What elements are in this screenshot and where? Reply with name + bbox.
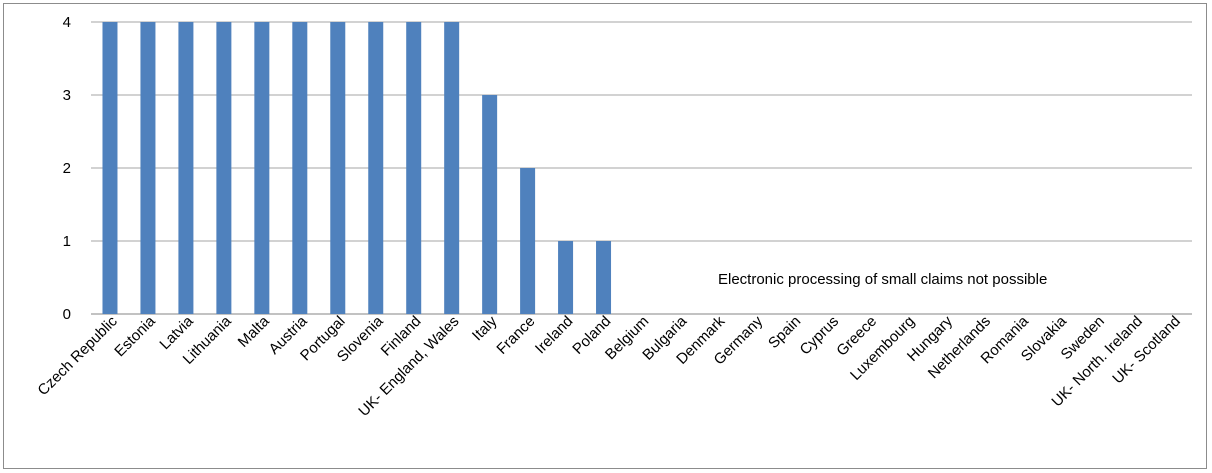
y-tick-label: 2 bbox=[63, 160, 71, 177]
bar bbox=[368, 22, 384, 314]
chart-frame bbox=[3, 3, 1207, 469]
bar bbox=[482, 95, 498, 314]
bar bbox=[140, 22, 156, 314]
x-tick-label: Czech Republic bbox=[34, 312, 121, 399]
bar bbox=[254, 22, 270, 314]
y-tick-label: 4 bbox=[63, 14, 71, 31]
bar bbox=[102, 22, 118, 314]
bar bbox=[444, 22, 460, 314]
y-tick-label: 0 bbox=[63, 306, 71, 323]
bar bbox=[520, 168, 536, 314]
x-tick-label: Cyprus bbox=[797, 313, 843, 359]
bar bbox=[558, 241, 574, 314]
x-tick-label: Estonia bbox=[111, 312, 159, 360]
bar bbox=[406, 22, 422, 314]
y-tick-label: 1 bbox=[63, 233, 71, 250]
annotation-text: Electronic processing of small claims no… bbox=[718, 271, 1047, 288]
y-axis-ticks: 0 1 2 3 4 bbox=[63, 14, 71, 323]
x-tick-label: Italy bbox=[469, 312, 501, 344]
bar bbox=[596, 241, 612, 314]
x-tick-label: Ireland bbox=[532, 313, 576, 357]
bar bbox=[292, 22, 308, 314]
bars bbox=[102, 22, 612, 314]
bar bbox=[330, 22, 346, 314]
bar bbox=[178, 22, 194, 314]
bar bbox=[216, 22, 232, 314]
gridlines bbox=[91, 21, 1192, 315]
y-tick-label: 3 bbox=[63, 87, 71, 104]
x-tick-label: France bbox=[493, 313, 538, 358]
